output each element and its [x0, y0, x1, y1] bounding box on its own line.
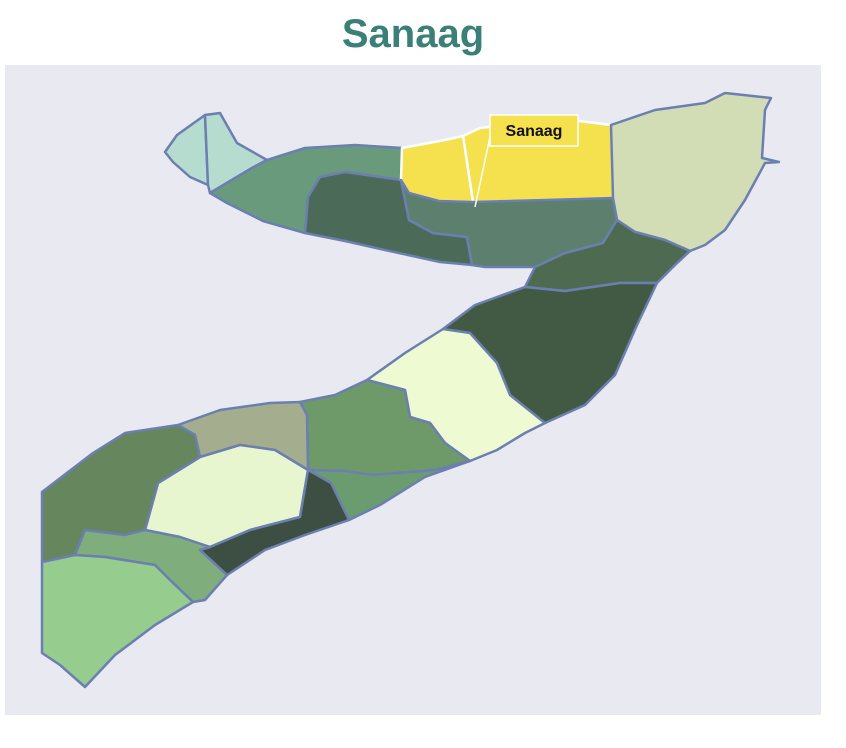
somalia-choropleth-map[interactable]: Sanaag [5, 65, 821, 715]
region-sanaag-west[interactable] [399, 134, 475, 204]
regions-layer[interactable] [40, 91, 781, 689]
tooltip-label: Sanaag [506, 123, 563, 140]
tooltip: Sanaag [474, 114, 579, 208]
tooltip-pointer [474, 136, 491, 208]
region-lower-juba[interactable] [40, 553, 195, 689]
tooltip-box [489, 114, 579, 147]
map-area[interactable]: Sanaag [5, 65, 821, 715]
map-title: Sanaag [341, 12, 485, 56]
region-banadir-lower-shabelle[interactable] [198, 468, 351, 577]
